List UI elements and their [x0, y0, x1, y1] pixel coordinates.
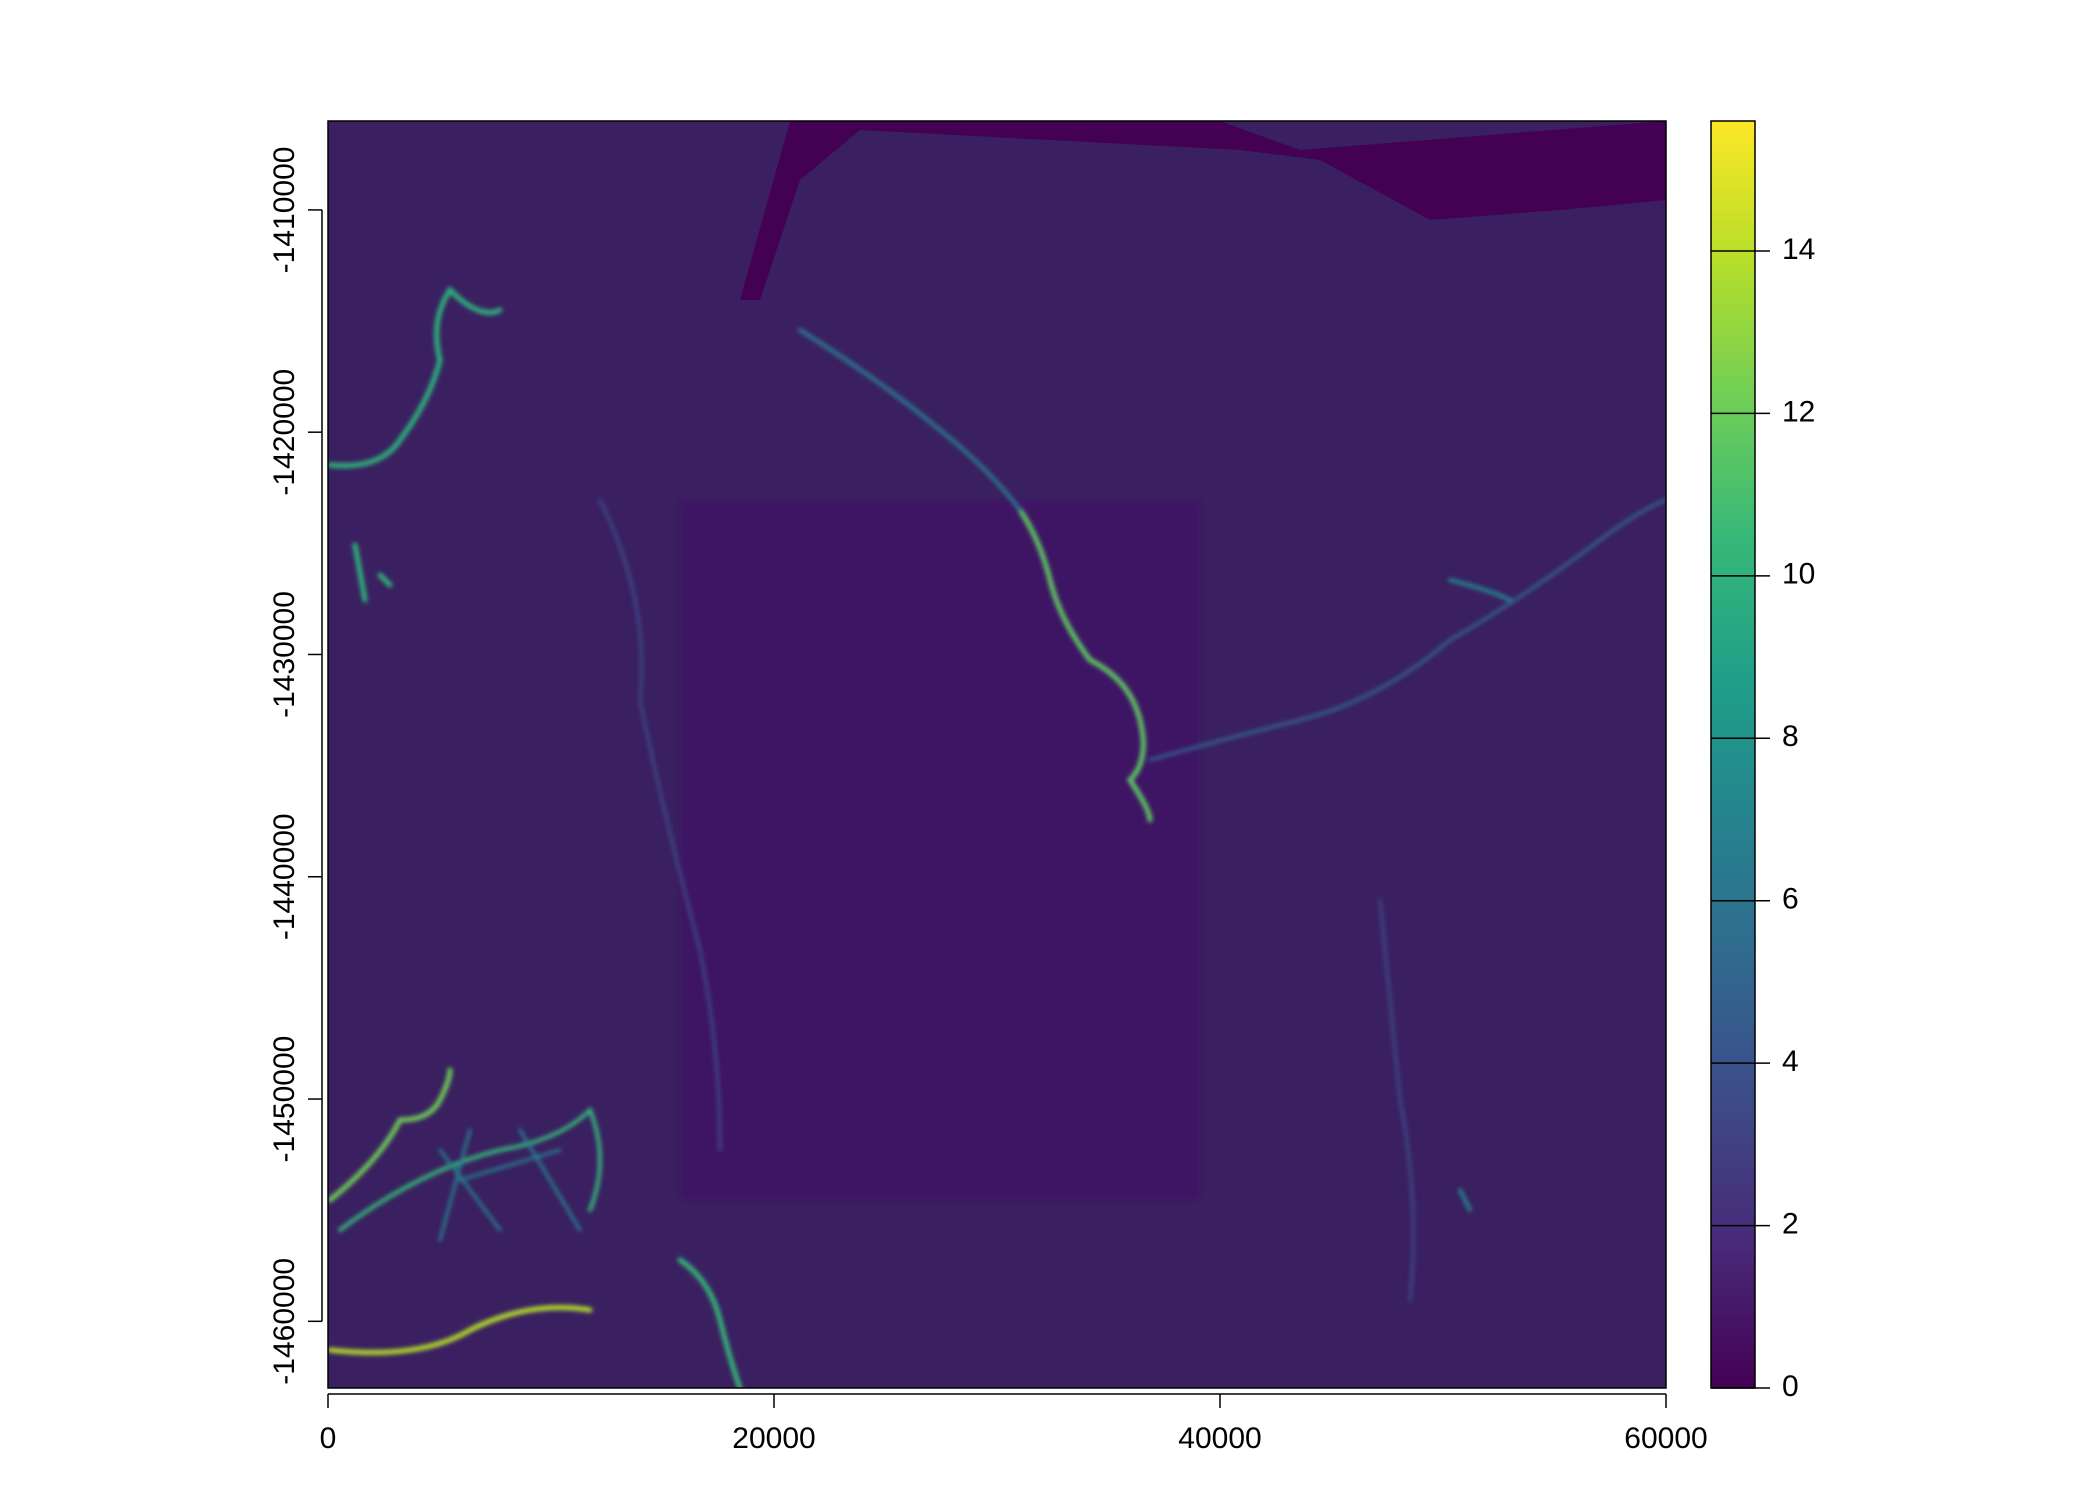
colorbar-tick-label: 0 — [1782, 1370, 1799, 1403]
raster — [328, 121, 1666, 1388]
x-tick-label: 0 — [320, 1422, 337, 1455]
terrain-feature — [352, 542, 393, 603]
terrain-feature — [328, 1067, 453, 1203]
colorbar-tick-label: 14 — [1782, 233, 1815, 266]
y-tick-label: -1440000 — [268, 813, 301, 940]
terrain-feature — [328, 286, 503, 469]
terrain-feature — [1448, 578, 1512, 1212]
terrain-feature — [598, 498, 722, 1152]
terrain-feature — [1378, 898, 1415, 1302]
x-tick-label: 60000 — [1624, 1422, 1707, 1455]
terrain-features — [328, 286, 1666, 1388]
terrain-feature — [677, 1257, 743, 1388]
terrain-feature — [328, 1305, 593, 1355]
colorbar-tick-label: 12 — [1782, 395, 1815, 428]
terrain-feature — [438, 1128, 582, 1242]
terrain-feature — [338, 1106, 602, 1232]
colorbar-tick-label: 6 — [1782, 883, 1799, 916]
terrain-feature — [1017, 507, 1153, 823]
colorbar-tick-label: 2 — [1782, 1207, 1799, 1240]
y-tick-label: -1410000 — [268, 147, 301, 274]
plot-frame — [327, 120, 1667, 1389]
raster-water — [740, 121, 1666, 300]
colorbar-tick-label: 8 — [1782, 720, 1799, 753]
y-tick-label: -1460000 — [268, 1258, 301, 1385]
y-tick-label: -1430000 — [268, 591, 301, 718]
y-tick-label: -1420000 — [268, 369, 301, 496]
terrain-feature — [798, 328, 1022, 512]
colorbar-tick-label: 4 — [1782, 1045, 1799, 1078]
colorbar — [1710, 120, 1756, 1389]
colorbar-tick-label: 10 — [1782, 558, 1815, 591]
raster-lowland — [680, 500, 1200, 1200]
y-tick-label: -1450000 — [268, 1036, 301, 1163]
x-tick-label: 40000 — [1178, 1422, 1261, 1455]
terrain-feature — [1148, 498, 1666, 762]
x-tick-label: 20000 — [732, 1422, 815, 1455]
